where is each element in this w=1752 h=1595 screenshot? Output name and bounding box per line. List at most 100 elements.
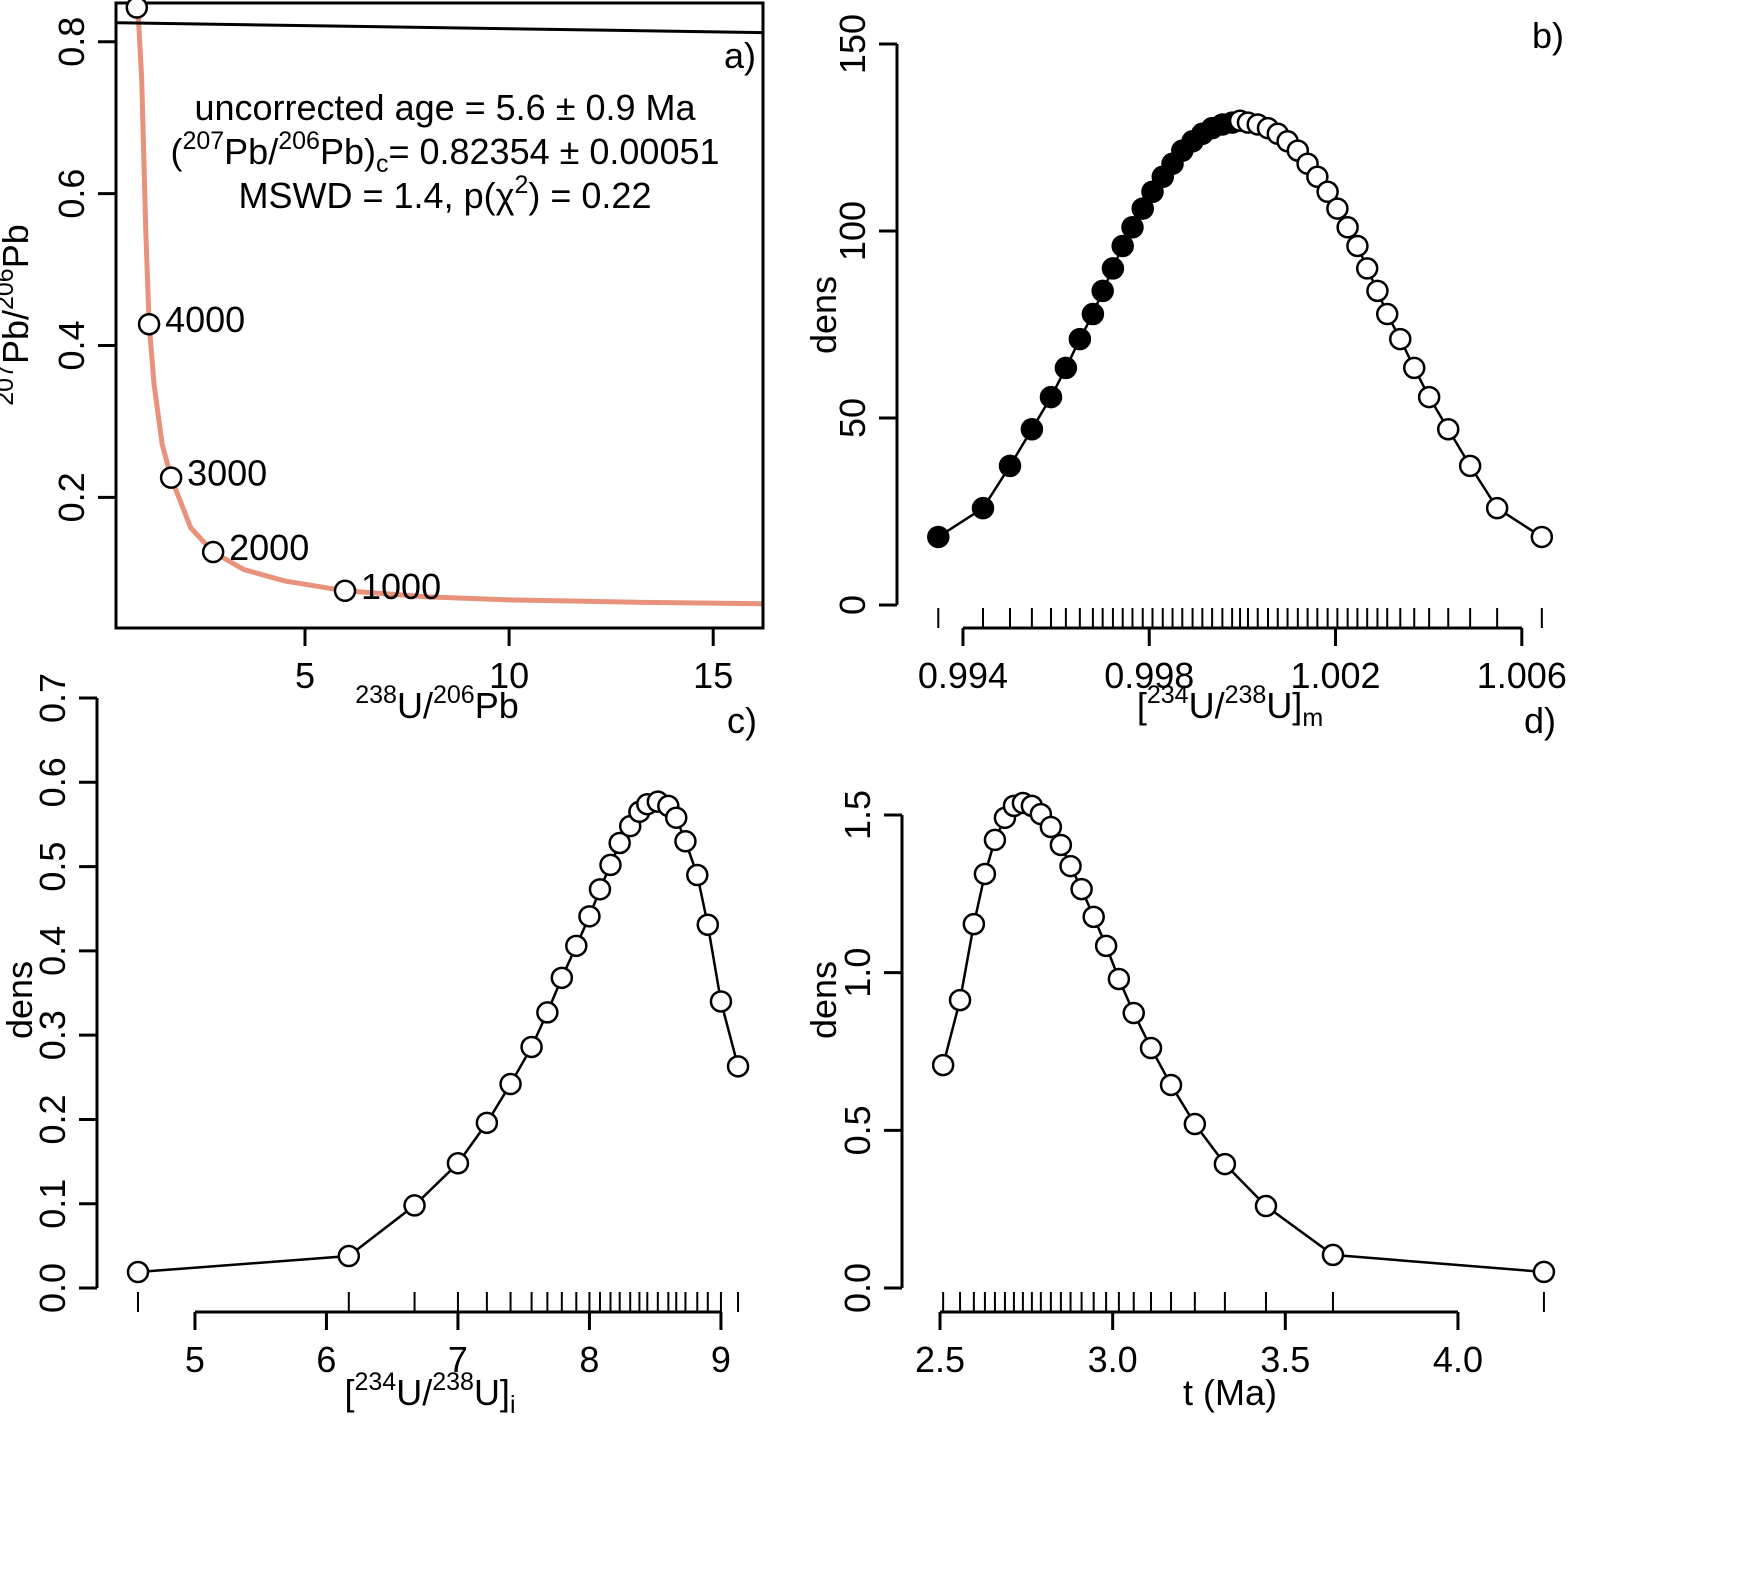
x-tick-label: 0.994 [918, 655, 1008, 696]
point [1402, 356, 1426, 380]
y-tick-label: 0.8 [51, 17, 92, 67]
point [1183, 1112, 1207, 1136]
point [1355, 257, 1379, 280]
label: 238U/206Pb [355, 681, 518, 726]
x-tick-label: 4.0 [1433, 1339, 1483, 1380]
point [608, 831, 631, 855]
point-label: 2000 [229, 527, 309, 568]
y-tick-label: 0.4 [32, 926, 73, 976]
label-part: 238 [1225, 681, 1267, 709]
plot-box [114, 1, 765, 630]
point [983, 828, 1007, 852]
label-part: 207 [182, 127, 224, 155]
point [1039, 385, 1063, 409]
point [1020, 417, 1044, 441]
label-part: Pb/ [224, 131, 278, 172]
label-part: dens [803, 276, 844, 354]
label-part: U/ [397, 685, 433, 726]
point [1417, 385, 1441, 409]
label-part: 207 [0, 364, 19, 406]
point [973, 862, 997, 886]
x-tick-label: 2.5 [915, 1339, 965, 1380]
label-part: U/ [396, 1372, 432, 1413]
point [1389, 327, 1412, 351]
point [1436, 417, 1460, 441]
series-line [135, 3, 763, 607]
x-tick-label: 6 [316, 1339, 336, 1380]
point [1321, 1243, 1345, 1267]
panel-label: a) [724, 35, 756, 76]
point [588, 878, 612, 901]
label-part: [ [1137, 685, 1147, 726]
x-tick-label: 8 [579, 1339, 599, 1380]
label-part: = 0.82354 ± 0.00051 [388, 131, 719, 172]
label-part: Pb [0, 224, 36, 268]
point [1122, 1001, 1145, 1025]
point [1107, 967, 1131, 991]
point [1049, 833, 1073, 857]
label-part: ( [170, 131, 182, 172]
x-tick-label: 15 [693, 655, 733, 696]
label-part: Pb) [320, 131, 376, 172]
point [550, 966, 574, 990]
point [475, 1111, 499, 1135]
x-tick-label: 9 [711, 1339, 731, 1380]
point [1139, 1036, 1163, 1060]
label-part: uncorrected age = 5.6 ± 0.9 Ma [194, 87, 696, 128]
y-tick-label: 0.1 [32, 1179, 73, 1229]
point [599, 853, 622, 877]
y-tick-label: 0.6 [51, 169, 92, 219]
y-tick-label: 50 [832, 398, 873, 438]
label-part: dens [0, 961, 40, 1039]
point [998, 454, 1022, 478]
label-part: 2 [514, 171, 528, 199]
label-part: dens [803, 961, 844, 1039]
point [1070, 877, 1093, 901]
point [1485, 496, 1509, 520]
point [159, 466, 183, 489]
label: t (Ma) [1183, 1372, 1277, 1413]
point [1254, 1194, 1278, 1218]
point-label: 3000 [187, 453, 267, 494]
plot-area [137, 800, 740, 1274]
point [1101, 257, 1125, 280]
point [664, 806, 688, 829]
y-tick-label: 0.2 [51, 472, 92, 522]
y-tick-label: 0.7 [32, 673, 73, 723]
point [565, 934, 588, 958]
point [520, 1035, 543, 1059]
point [948, 988, 972, 1012]
plot-area [116, 3, 763, 607]
label-part: i [510, 1391, 516, 1419]
point [1316, 180, 1339, 204]
label-part: m [1302, 704, 1323, 732]
y-tick-label: 0.2 [32, 1094, 73, 1144]
series-line [116, 21, 763, 35]
point-label: 4000 [165, 299, 245, 340]
point [962, 912, 986, 936]
y-tick-label: 0.5 [837, 1105, 878, 1155]
point [1336, 216, 1359, 239]
y-tick-label: 0.4 [51, 320, 92, 370]
point [1091, 279, 1114, 303]
point [1366, 279, 1389, 303]
point [337, 1244, 361, 1268]
point [696, 913, 720, 936]
point [126, 1260, 150, 1284]
panel-label: d) [1524, 700, 1556, 741]
label-part: 206 [433, 681, 475, 709]
point [1081, 302, 1105, 326]
y-tick-label: 0.3 [32, 1010, 73, 1060]
label-part: t (Ma) [1183, 1372, 1277, 1413]
label-part: 206 [0, 268, 19, 310]
label-part: 238 [355, 681, 397, 709]
x-tick-label: 1.002 [1290, 655, 1380, 696]
point-label: 1000 [361, 566, 441, 607]
point [1059, 854, 1082, 878]
x-tick-label: 1.006 [1477, 655, 1567, 696]
label: 207Pb/206Pb [0, 224, 36, 406]
y-tick-label: 0 [832, 595, 873, 615]
point [1530, 525, 1554, 549]
point [125, 0, 149, 19]
